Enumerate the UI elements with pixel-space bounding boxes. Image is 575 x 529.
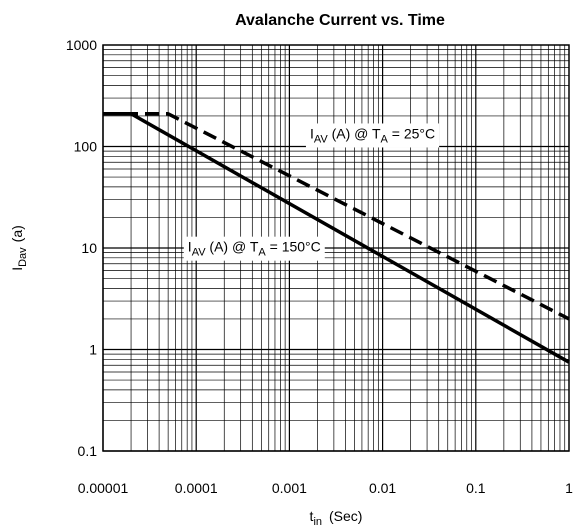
series-line-solid <box>103 112 570 364</box>
y-axis-label-main: I <box>9 267 25 271</box>
y-tick-label: 1 <box>89 342 97 358</box>
series-labels: IAV (A) @ TA = 25°C IAV (A) @ TA = 150°C <box>183 123 440 261</box>
y-tick-label: 100 <box>74 139 98 155</box>
x-axis-label: tin (Sec) <box>310 508 363 528</box>
x-tick-label: 0.00001 <box>78 480 129 496</box>
x-axis-label-main: t <box>310 508 314 524</box>
x-tick-label: 0.0001 <box>175 480 218 496</box>
x-tick-labels: 0.00001 0.0001 0.001 0.01 0.1 1 <box>78 480 573 496</box>
plot-frame <box>102 44 570 452</box>
x-tick-label: 0.001 <box>272 480 307 496</box>
y-axis-label-sub: Dav <box>17 247 29 267</box>
series-group <box>103 112 570 364</box>
y-tick-labels: 0.1 1 10 100 1000 <box>66 37 97 459</box>
series-label-bg <box>305 123 440 148</box>
y-tick-label: 1000 <box>66 37 97 53</box>
series-label: IAV (A) @ TA = 25°C <box>310 125 435 145</box>
x-tick-label: 0.01 <box>369 480 396 496</box>
x-tick-label: 0.1 <box>466 480 486 496</box>
y-axis-label: IDav (a) <box>9 225 29 271</box>
y-tick-label: 0.1 <box>78 443 98 459</box>
x-axis-label-suffix: (Sec) <box>329 508 362 524</box>
y-axis-label-suffix: (a) <box>9 225 25 242</box>
chart-title: Avalanche Current vs. Time <box>235 12 445 29</box>
series-label-bg <box>183 236 325 261</box>
x-tick-label: 1 <box>565 480 573 496</box>
series-label: IAV (A) @ TA = 150°C <box>188 239 321 259</box>
x-axis-label-sub: in <box>313 516 322 528</box>
grid <box>102 45 569 452</box>
y-tick-label: 10 <box>81 240 97 256</box>
